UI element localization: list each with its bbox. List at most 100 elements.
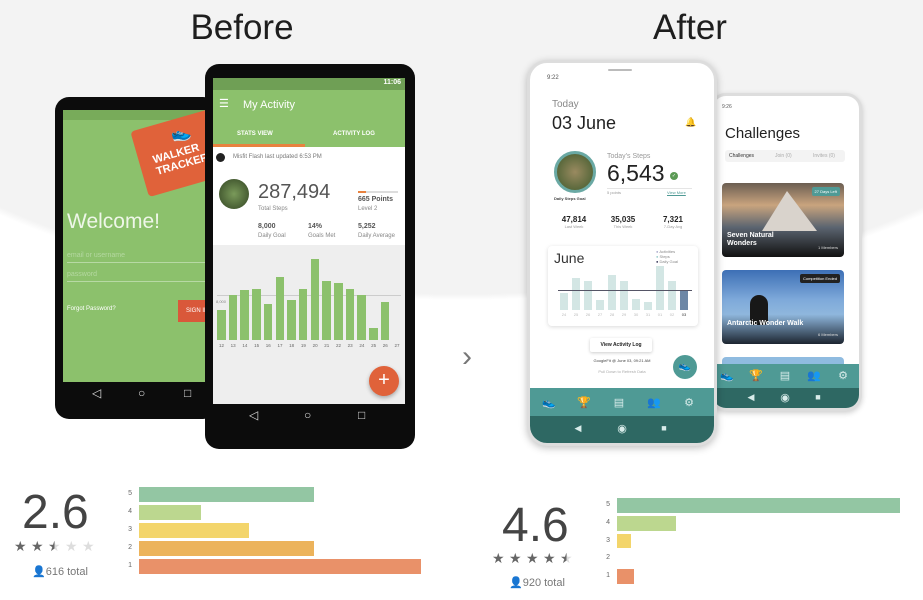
stat-last-week: 47,814 Last Week <box>554 215 594 229</box>
home-icon[interactable]: ○ <box>304 408 312 422</box>
x-tick-label: 18 <box>289 343 295 348</box>
status-time: 9:22 <box>547 75 559 81</box>
x-tick-label: 21 <box>324 343 330 348</box>
challenge-card[interactable]: 27 Days Left Seven Natural Wonders 1 Mem… <box>722 183 844 257</box>
challenge-card[interactable]: Competition Ended Antarctic Wonder Walk … <box>722 270 844 344</box>
x-tick-label: 24 <box>561 312 567 317</box>
page-title: Challenges <box>725 125 801 142</box>
tab-indicator <box>213 144 305 147</box>
back-icon[interactable]: ◀ <box>747 392 755 402</box>
x-tick-label: 28 <box>609 312 615 317</box>
star-filled-icon: ★ <box>31 538 44 554</box>
sign-in-button[interactable]: SIGN IN <box>178 300 209 322</box>
device-icon <box>216 153 225 162</box>
status-bar: 11:06 <box>213 78 405 90</box>
tab-activity-log[interactable]: ACTIVITY LOG <box>333 131 375 137</box>
header-title: My Activity <box>243 99 295 111</box>
people-icon[interactable]: 👥 <box>647 397 661 409</box>
goal-line <box>558 290 692 292</box>
back-icon[interactable]: ◀ <box>574 423 582 433</box>
view-more-link[interactable]: View More <box>667 190 686 195</box>
x-tick-label: 22 <box>335 343 341 348</box>
shoe-icon[interactable]: 👟 <box>542 397 556 409</box>
chart-bar <box>275 276 284 340</box>
x-tick-label: 17 <box>277 343 283 348</box>
badge: 27 Days Left <box>811 187 840 196</box>
stat-label: This Week <box>613 224 633 229</box>
recents-icon[interactable]: □ <box>358 408 366 422</box>
x-tick-label: 27 <box>394 343 400 348</box>
steps-chart: 8,000 12 13 14 15 16 17 18 19 20 21 22 23 24 25 26 27 <box>213 245 405 404</box>
x-tick-label: 24 <box>359 343 365 348</box>
document-icon[interactable]: ▤ <box>779 370 791 382</box>
document-icon[interactable]: ▤ <box>613 397 625 409</box>
rating-score-before: 2.6 <box>22 486 89 539</box>
tab-challenges[interactable]: Challenges <box>729 153 755 159</box>
stat-value: 47,814 <box>561 215 587 224</box>
device-status: Misfit Flash last updated 6:53 PM <box>233 154 322 160</box>
chart-bar <box>620 281 628 310</box>
recents-icon[interactable]: ■ <box>815 392 821 402</box>
home-icon[interactable]: ○ <box>138 386 146 400</box>
profile-photo <box>554 151 596 193</box>
x-tick-label: 25 <box>371 343 377 348</box>
log-activity-button[interactable]: 👟 <box>673 355 697 379</box>
back-icon[interactable]: ◁ <box>92 386 102 400</box>
x-tick-label: 25 <box>573 312 579 317</box>
activity-screen: 11:06 ☰ My Activity STATS VIEW ACTIVITY … <box>213 78 405 404</box>
people-icon[interactable]: 👥 <box>807 370 821 382</box>
rating-total-before: 👤616 total <box>32 566 88 578</box>
badge: Competition Ended <box>799 274 840 283</box>
trophy-icon[interactable]: 🏆 <box>749 370 763 382</box>
shoe-icon[interactable]: 👟 <box>720 370 734 382</box>
tab-invites[interactable]: Invites (0) <box>813 153 835 159</box>
forgot-password-link[interactable]: Forgot Password? <box>67 306 116 312</box>
tab-join[interactable]: Join (0) <box>775 153 792 159</box>
chart-bar <box>369 328 378 340</box>
stat-value: 35,035 <box>610 215 636 224</box>
x-tick-label: 26 <box>585 312 591 317</box>
home-icon[interactable]: ◉ <box>617 423 627 435</box>
star-empty-icon: ★ <box>65 538 78 554</box>
legend-daily-goal: ● Daily Goal <box>656 259 678 264</box>
view-activity-log-button[interactable]: View Activity Log <box>590 338 652 352</box>
members-count: 1 Members <box>817 245 838 250</box>
email-field[interactable]: email or username <box>67 252 207 263</box>
rating-bar <box>617 569 634 584</box>
chart-bar <box>668 281 676 310</box>
stat-this-week: 35,035 This Week <box>603 215 643 229</box>
chart-bar <box>310 258 320 340</box>
back-icon[interactable]: ◁ <box>249 408 259 422</box>
menu-icon[interactable]: ☰ <box>219 98 229 110</box>
recents-icon[interactable]: ■ <box>661 423 667 433</box>
rating-bar <box>139 487 314 502</box>
gear-icon[interactable]: ⚙ <box>684 397 694 409</box>
password-field[interactable]: password <box>67 271 207 282</box>
x-tick-label: 27 <box>597 312 603 317</box>
recents-icon[interactable]: □ <box>184 386 192 400</box>
stat-label: Last Week <box>564 224 584 229</box>
rating-level-label: 1 <box>128 562 132 569</box>
chart-bar <box>263 304 273 340</box>
goal-line <box>217 294 401 296</box>
rating-score-after: 4.6 <box>502 499 569 552</box>
home-icon[interactable]: ◉ <box>780 392 790 404</box>
x-tick-label: 15 <box>254 343 260 348</box>
steps-label: Today's Steps <box>607 153 651 160</box>
star-rating-after: ★ ★ ★ ★ ★ <box>492 550 582 568</box>
date-heading: 03 June <box>552 113 617 133</box>
rating-total-after: 👤920 total <box>509 577 565 589</box>
rating-level-label: 5 <box>606 501 610 508</box>
star-empty-icon: ★ <box>82 538 95 554</box>
trophy-icon[interactable]: 🏆 <box>577 397 591 409</box>
rating-bar <box>139 505 202 520</box>
gear-icon[interactable]: ⚙ <box>838 370 848 382</box>
profile-photo <box>219 179 249 209</box>
bell-icon[interactable]: 🔔 <box>685 117 697 127</box>
challenges-phone: 9:26 Challenges Challenges Join (0) Invi… <box>710 93 862 411</box>
add-button[interactable]: + <box>369 366 399 396</box>
rating-bar <box>139 541 314 556</box>
activity-phone: 11:06 ☰ My Activity STATS VIEW ACTIVITY … <box>205 64 415 449</box>
star-filled-icon: ★ <box>509 550 522 566</box>
tab-stats-view[interactable]: STATS VIEW <box>237 131 273 137</box>
